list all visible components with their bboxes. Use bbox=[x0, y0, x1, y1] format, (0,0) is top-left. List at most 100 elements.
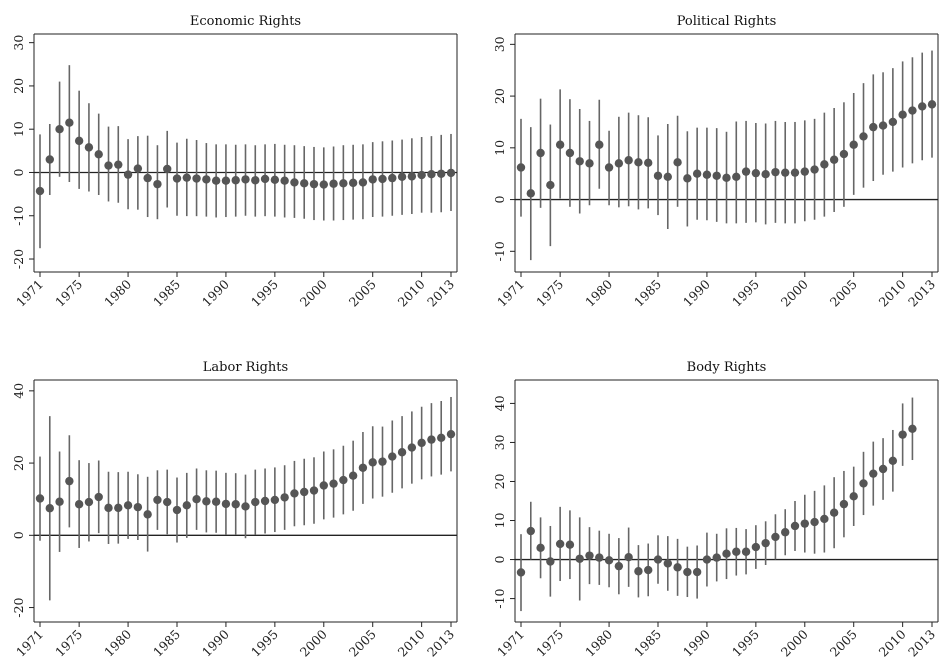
estimate-point bbox=[829, 508, 839, 517]
estimate-point bbox=[849, 140, 858, 149]
y-tick-label: 10 bbox=[492, 513, 507, 529]
x-tick-label: 2005 bbox=[346, 277, 379, 310]
x-tick-label: 1990 bbox=[199, 276, 232, 309]
estimate-point bbox=[407, 172, 417, 181]
estimate-point bbox=[546, 557, 555, 566]
estimate-point bbox=[114, 160, 123, 169]
estimate-point bbox=[692, 567, 702, 577]
estimate-point bbox=[123, 170, 133, 179]
x-tick-label: 2010 bbox=[395, 276, 428, 309]
estimate-point bbox=[192, 494, 201, 504]
estimate-point bbox=[702, 170, 712, 179]
y-tick-label: 10 bbox=[11, 121, 26, 137]
estimate-point bbox=[653, 171, 663, 180]
estimate-point bbox=[163, 497, 172, 507]
estimate-point bbox=[35, 186, 45, 196]
panel-title: Labor Rights bbox=[203, 360, 288, 375]
estimate-point bbox=[290, 178, 299, 187]
estimate-point bbox=[153, 495, 162, 505]
estimate-point bbox=[722, 173, 731, 183]
estimate-point bbox=[820, 514, 829, 524]
estimate-point bbox=[231, 500, 240, 509]
x-tick-label: 1995 bbox=[248, 627, 281, 660]
estimate-point bbox=[182, 173, 191, 182]
estimate-point bbox=[45, 504, 54, 513]
estimate-point bbox=[358, 463, 368, 472]
y-tick-label: 0 bbox=[492, 196, 507, 204]
x-tick-label: 1975 bbox=[533, 277, 566, 310]
panel-title: Body Rights bbox=[687, 360, 767, 375]
x-tick-label: 1980 bbox=[582, 276, 615, 309]
estimate-point bbox=[898, 430, 907, 439]
x-tick-label: 1985 bbox=[631, 277, 664, 310]
estimate-point bbox=[437, 433, 446, 442]
estimate-point bbox=[712, 171, 721, 180]
estimate-point bbox=[260, 174, 270, 184]
y-tick-label: 20 bbox=[492, 473, 507, 489]
estimate-point bbox=[663, 172, 672, 181]
estimate-point bbox=[692, 169, 702, 178]
estimate-point bbox=[888, 456, 898, 465]
estimate-point bbox=[348, 178, 358, 188]
y-tick-label: -10 bbox=[11, 206, 26, 226]
estimate-point bbox=[300, 179, 309, 188]
estimate-point bbox=[839, 149, 849, 159]
y-tick-label: 0 bbox=[492, 556, 507, 564]
x-tick-label: 1990 bbox=[680, 276, 713, 309]
estimate-point bbox=[202, 497, 211, 506]
x-tick-label: 2013 bbox=[424, 626, 457, 659]
estimate-point bbox=[251, 176, 260, 185]
estimate-point bbox=[673, 563, 682, 572]
x-tick-label: 1985 bbox=[631, 627, 664, 660]
estimate-point bbox=[565, 540, 575, 549]
estimate-point bbox=[378, 174, 387, 184]
x-tick-label: 1985 bbox=[150, 627, 183, 660]
estimate-point bbox=[358, 178, 368, 187]
estimate-point bbox=[104, 503, 113, 513]
estimate-point bbox=[575, 157, 584, 166]
estimate-point bbox=[585, 551, 594, 560]
y-tick-label: 30 bbox=[11, 35, 26, 51]
estimate-point bbox=[869, 122, 878, 132]
estimate-point bbox=[732, 547, 741, 556]
panel-title: Economic Rights bbox=[190, 14, 301, 29]
x-tick-label: 2010 bbox=[876, 626, 909, 659]
estimate-point bbox=[94, 492, 103, 502]
estimate-point bbox=[378, 457, 387, 466]
estimate-point bbox=[407, 443, 417, 452]
estimate-point bbox=[800, 167, 809, 176]
estimate-point bbox=[84, 143, 94, 152]
x-tick-label: 1971 bbox=[13, 277, 46, 310]
estimate-point bbox=[810, 165, 819, 174]
x-tick-label: 2010 bbox=[395, 626, 428, 659]
estimate-point bbox=[133, 502, 143, 512]
x-tick-label: 1971 bbox=[13, 627, 46, 660]
x-tick-label: 1980 bbox=[101, 626, 134, 659]
estimate-point bbox=[329, 479, 338, 488]
panel-body-rights: Body Rights -10 0 10 20 30 40 1971 1975 1980 1985… bbox=[492, 360, 939, 660]
estimate-point bbox=[221, 499, 231, 509]
x-tick-label: 2013 bbox=[905, 626, 938, 659]
x-tick-label: 2013 bbox=[424, 276, 457, 309]
y-tick-label: -10 bbox=[492, 241, 507, 261]
x-tick-label: 1975 bbox=[533, 627, 566, 660]
estimate-point bbox=[751, 542, 761, 552]
estimate-point bbox=[397, 172, 407, 181]
estimate-point bbox=[319, 481, 328, 490]
x-tick-label: 2005 bbox=[827, 627, 860, 660]
x-tick-label: 2010 bbox=[876, 276, 909, 309]
y-tick-label: 0 bbox=[11, 531, 26, 539]
estimate-point bbox=[319, 180, 328, 189]
x-tick-label: 1971 bbox=[494, 627, 527, 660]
estimate-point bbox=[888, 117, 898, 127]
estimate-point bbox=[624, 553, 633, 562]
estimate-point bbox=[280, 176, 289, 185]
estimate-point bbox=[368, 458, 377, 467]
estimate-point bbox=[898, 110, 907, 119]
estimate-point bbox=[732, 172, 741, 181]
estimate-point bbox=[65, 476, 74, 486]
estimate-point bbox=[565, 148, 575, 158]
x-tick-label: 1995 bbox=[729, 627, 762, 660]
panel-economic-rights: Economic Rights -20 -10 0 10 20 30 1971 1975 198… bbox=[11, 14, 458, 310]
estimate-point bbox=[741, 167, 751, 176]
